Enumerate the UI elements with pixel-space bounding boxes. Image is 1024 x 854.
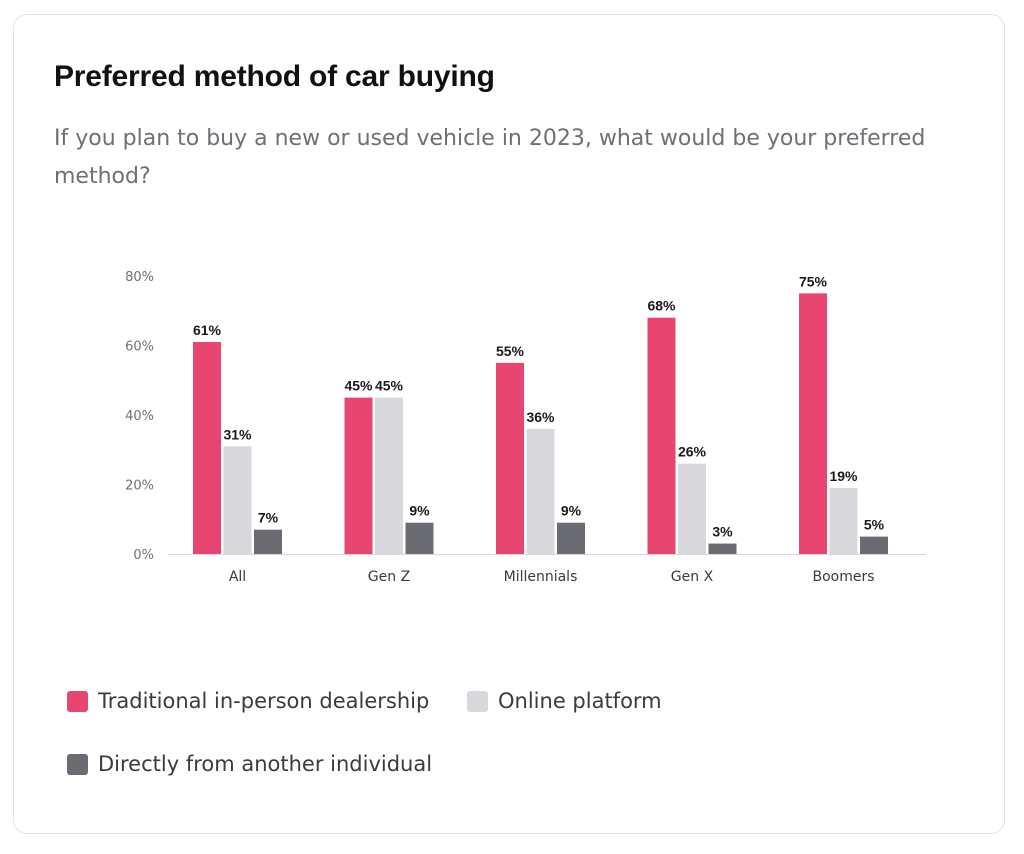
bar [708,543,737,554]
bar [193,342,221,554]
y-tick-label: 0% [133,548,154,563]
y-tick-label: 20% [125,479,154,494]
x-tick-label: All [229,569,246,585]
bar [678,463,706,554]
x-tick-label: Gen X [671,569,714,585]
legend-item-online: Online platform [467,689,662,713]
bar [375,397,403,554]
bar [557,522,585,554]
data-label: 26% [678,444,707,460]
bar [829,487,858,554]
data-label: 7% [258,510,279,526]
legend-swatch-online [467,690,488,712]
data-label: 5% [864,517,885,533]
data-label: 9% [409,503,430,519]
data-label: 68% [647,298,676,314]
data-label: 9% [561,503,582,519]
bar [344,397,373,554]
bar [254,529,282,554]
bar [405,522,434,554]
legend-label-dealership: Traditional in-person dealership [98,689,430,713]
legend-swatch-individual [67,753,88,775]
bar [799,293,827,554]
y-tick-label: 60% [125,340,154,355]
chart-subtitle: If you plan to buy a new or used vehicle… [54,126,926,189]
bar [647,317,676,554]
chart-title: Preferred method of car buying [54,60,495,93]
bar [496,362,524,554]
x-tick-label: Boomers [812,569,874,585]
data-label: 19% [829,468,858,484]
x-tick-label: Millennials [504,569,578,585]
bar [526,428,555,554]
data-label: 75% [799,273,828,289]
data-label: 3% [712,524,733,540]
y-tick-label: 80% [125,270,154,285]
x-tick-label: Gen Z [368,569,410,585]
data-label: 61% [193,322,222,338]
legend-item-dealership: Traditional in-person dealership [67,689,429,713]
bar [860,536,888,554]
y-tick-label: 40% [125,409,154,424]
data-label: 45% [375,378,404,394]
data-label: 31% [223,426,252,442]
legend-swatch-dealership [67,690,88,712]
legend-label-online: Online platform [498,689,662,713]
bar [223,446,252,554]
data-label: 36% [526,409,555,425]
legend-item-individual: Directly from another individual [67,752,432,776]
data-label: 55% [496,343,525,359]
data-label: 45% [344,378,373,394]
legend-label-individual: Directly from another individual [98,752,433,776]
